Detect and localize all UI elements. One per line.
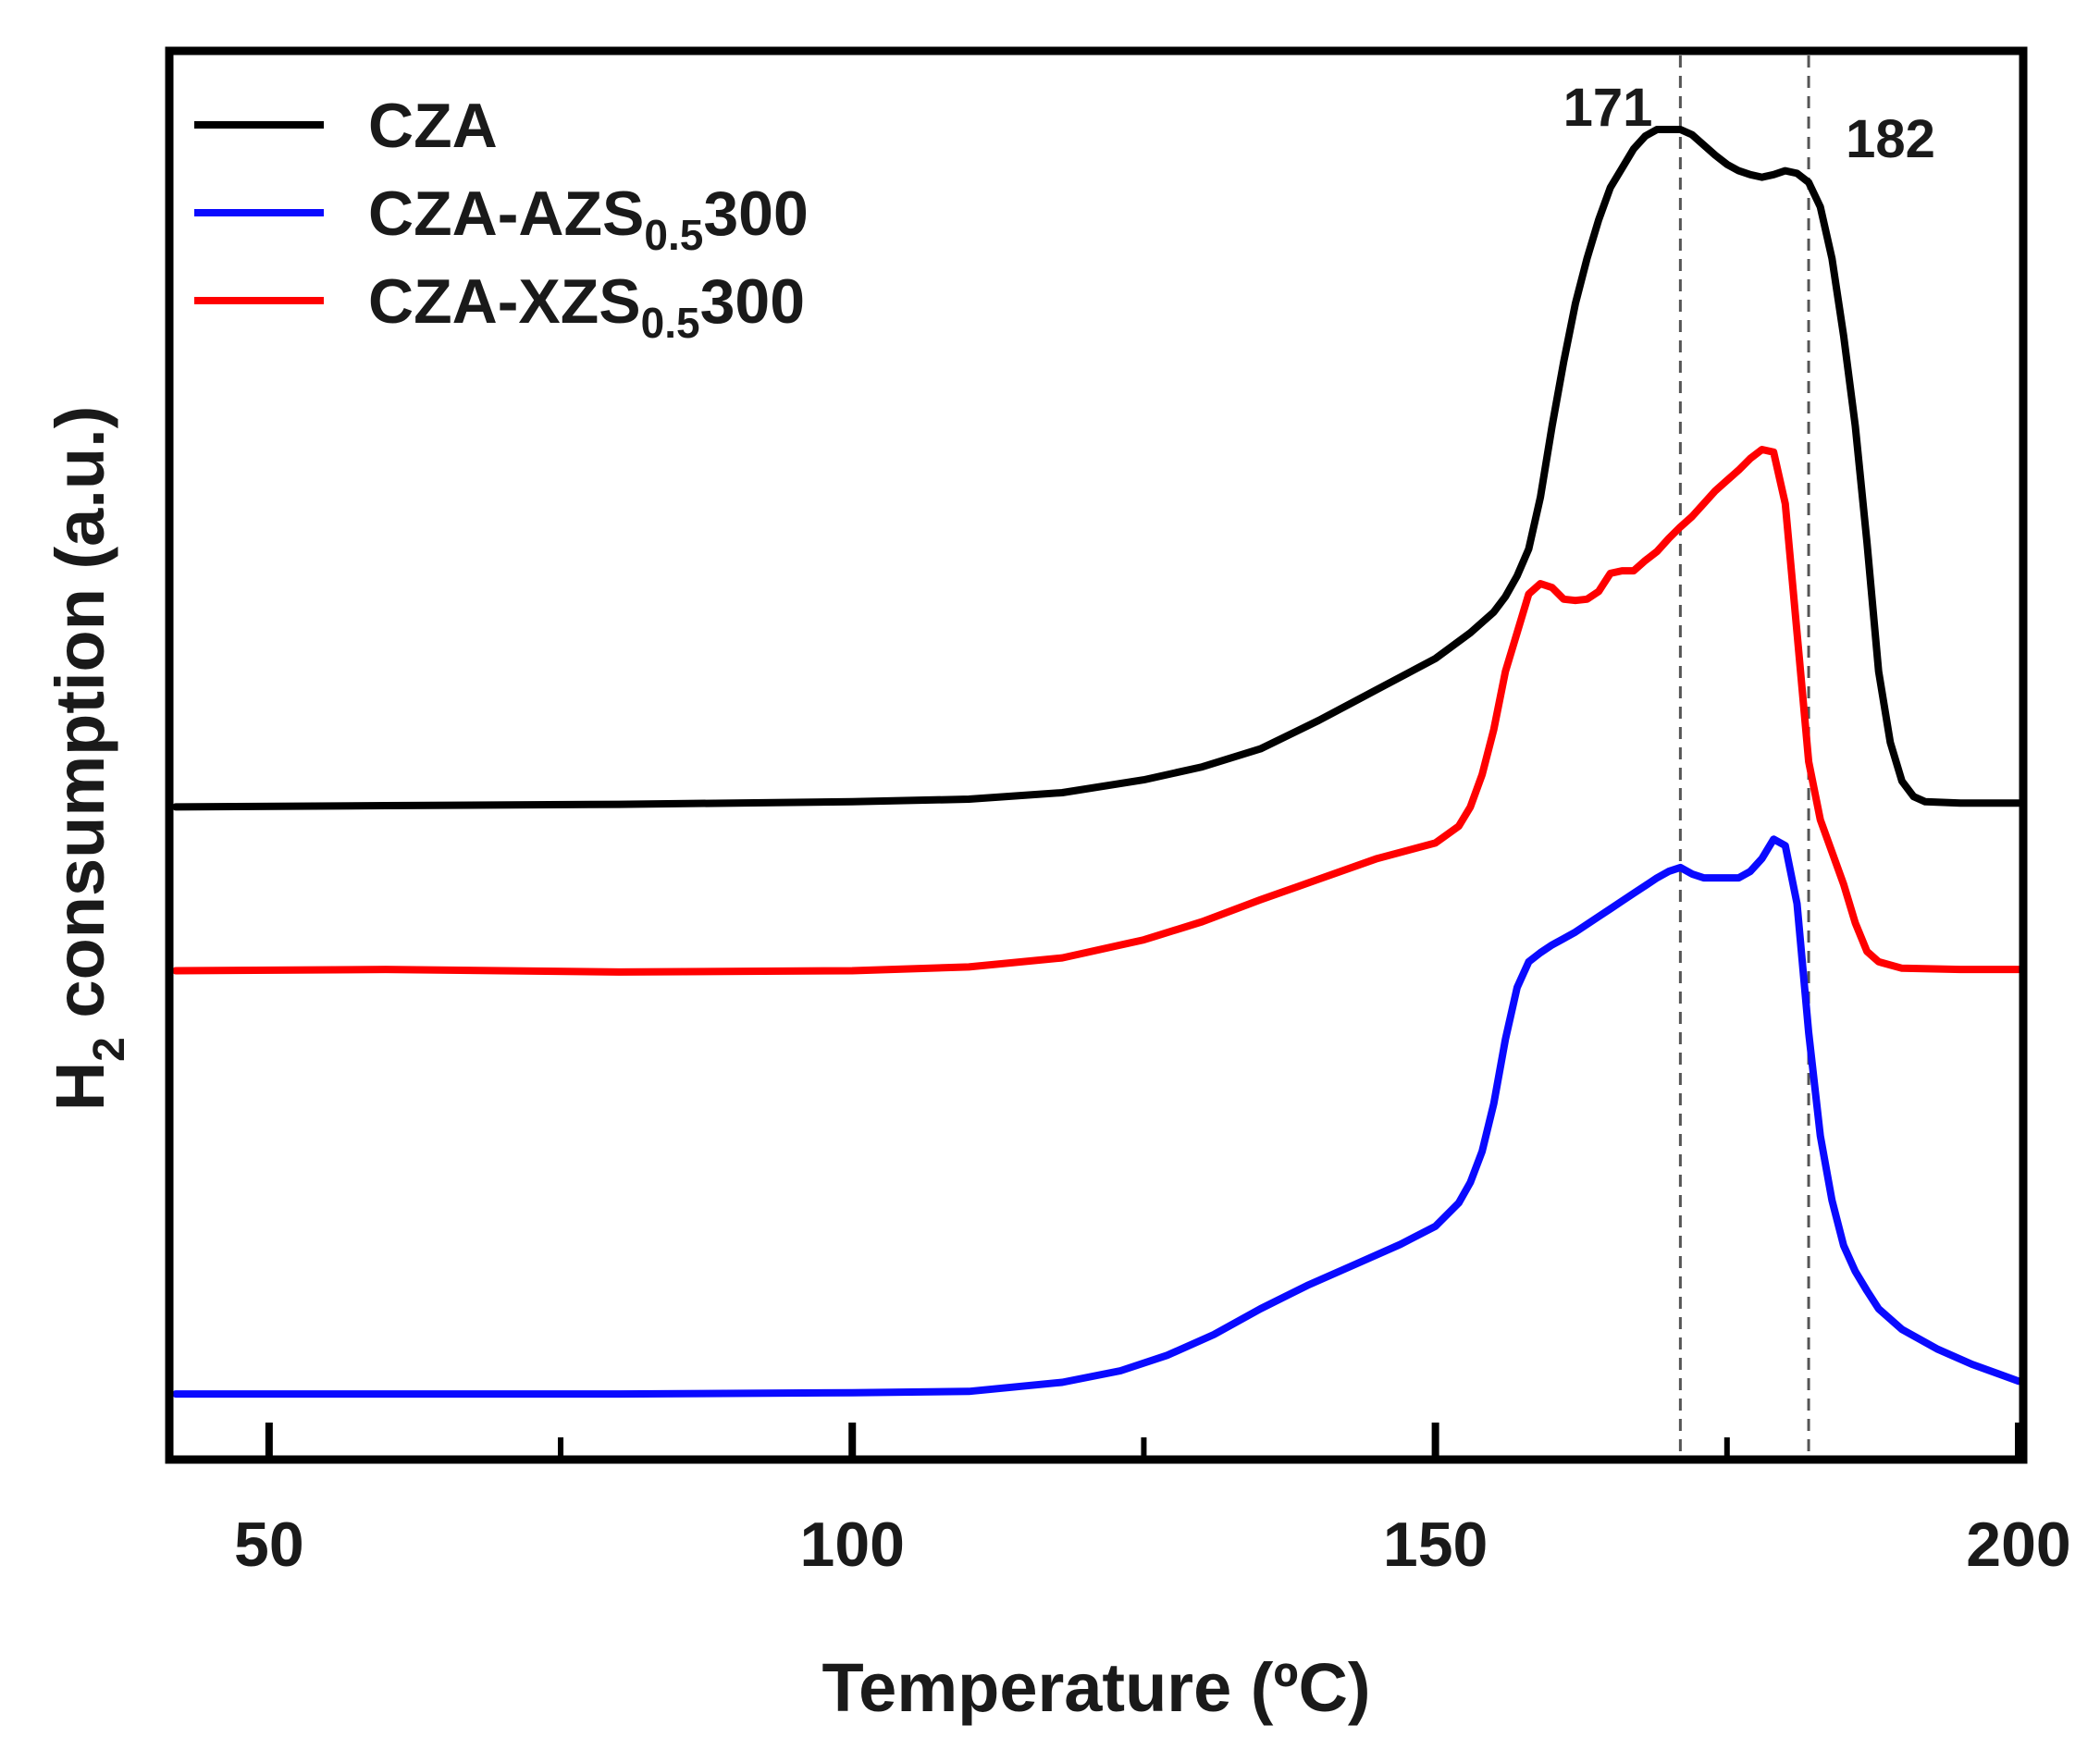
x-tick-label-150: 150: [1383, 1510, 1488, 1580]
y-axis-title-subscript: 2: [85, 1037, 134, 1062]
plot-frame: [165, 46, 2028, 1464]
x-tick-label-200: 200: [1966, 1510, 2070, 1580]
x-tick-label-50: 50: [234, 1510, 304, 1580]
y-axis-title-rest: consumption (a.u.): [42, 406, 118, 1037]
x-axis-title: Temperature (ºC): [821, 1649, 1370, 1726]
reference-lines: 171 182: [1563, 55, 1935, 1456]
x-ticks: 50 100 150 200: [234, 1423, 2071, 1580]
y-axis-title-main: H: [42, 1062, 118, 1111]
reference-label-171: 171: [1563, 78, 1653, 138]
series-line-0: [172, 126, 2022, 811]
reference-label-182: 182: [1846, 109, 1935, 169]
legend-label-2: CZA-XZS0.5300: [368, 266, 805, 347]
series-line-2: [172, 446, 2022, 976]
series-line-1: [172, 835, 2022, 1399]
x-tick-label-100: 100: [800, 1510, 905, 1580]
series-layer: [172, 126, 2022, 1399]
legend-label-0: CZA: [368, 91, 498, 161]
y-axis-title: H2 consumption (a.u.): [42, 406, 134, 1112]
legend-label-1: CZA-AZS0.5300: [368, 179, 809, 259]
